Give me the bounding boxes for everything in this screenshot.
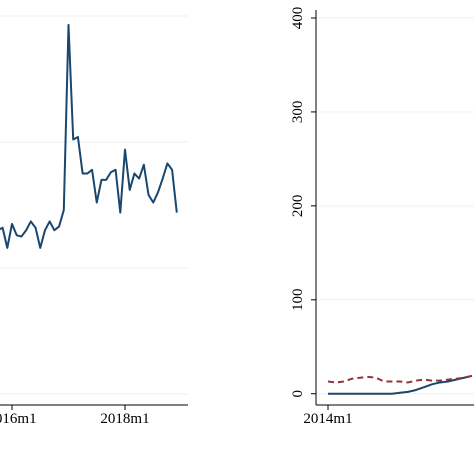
- data-line: [0, 23, 178, 249]
- data-line: [327, 374, 473, 384]
- x-tick-label: 2016m1: [0, 411, 37, 427]
- y-tick-label: 400: [290, 7, 306, 30]
- data-line: [328, 374, 473, 395]
- x-tick-label: 2018m1: [100, 411, 149, 427]
- y-tick-label: 0: [290, 390, 306, 398]
- x-tick-label: 2014m1: [303, 411, 352, 427]
- y-tick-label: 300: [290, 101, 306, 124]
- y-tick-label: 100: [290, 289, 306, 312]
- y-tick-label: 200: [290, 195, 306, 218]
